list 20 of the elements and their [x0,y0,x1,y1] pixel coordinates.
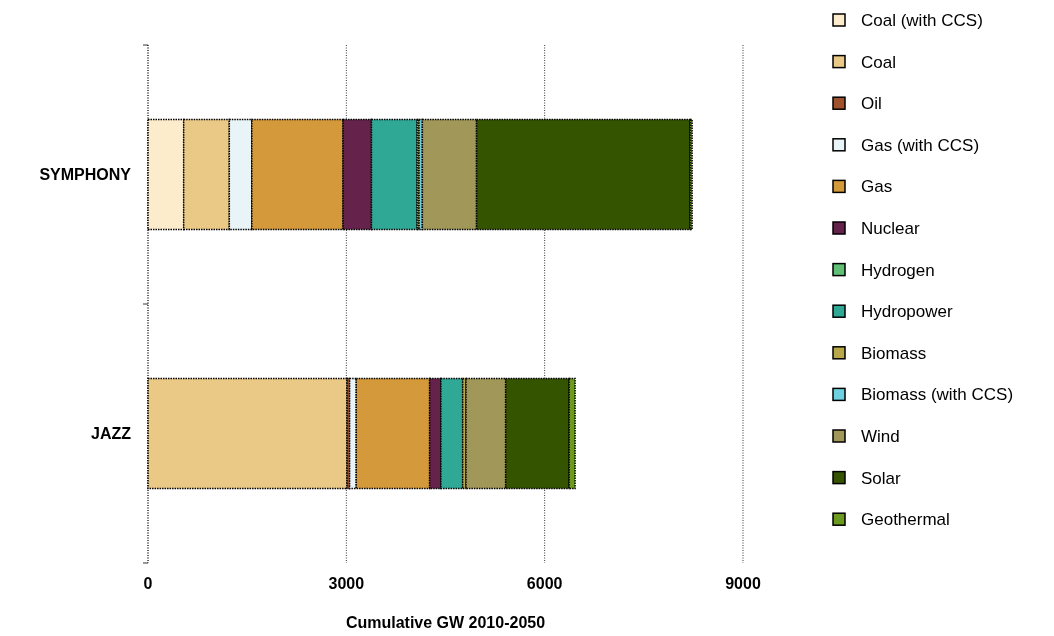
legend-label: Biomass (with CCS) [861,385,1014,405]
y-tick-label: JAZZ [91,425,132,443]
legend-label: Hydrogen [861,260,935,280]
legend-label: Biomass [861,343,927,363]
legend-label: Gas (with CCS) [861,135,980,155]
y-tick-label: SYMPHONY [39,166,132,184]
x-axis-title: Cumulative GW 2010-2050 [345,614,546,631]
x-tick-label: 0 [143,575,153,592]
x-tick-label: 6000 [526,575,563,592]
legend-label: Geothermal [861,510,950,530]
legend-label: Coal (with CCS) [861,10,983,30]
legend-label: Solar [861,468,902,488]
legend-label: Gas [861,177,893,197]
x-tick-label: 9000 [725,575,761,592]
legend-label: Nuclear [861,218,920,238]
legend-label: Wind [861,426,900,446]
legend-label: Coal [861,52,896,72]
legend-label: Hydropower [861,302,953,322]
legend-label: Oil [861,94,882,114]
x-tick-label: 3000 [328,575,365,592]
